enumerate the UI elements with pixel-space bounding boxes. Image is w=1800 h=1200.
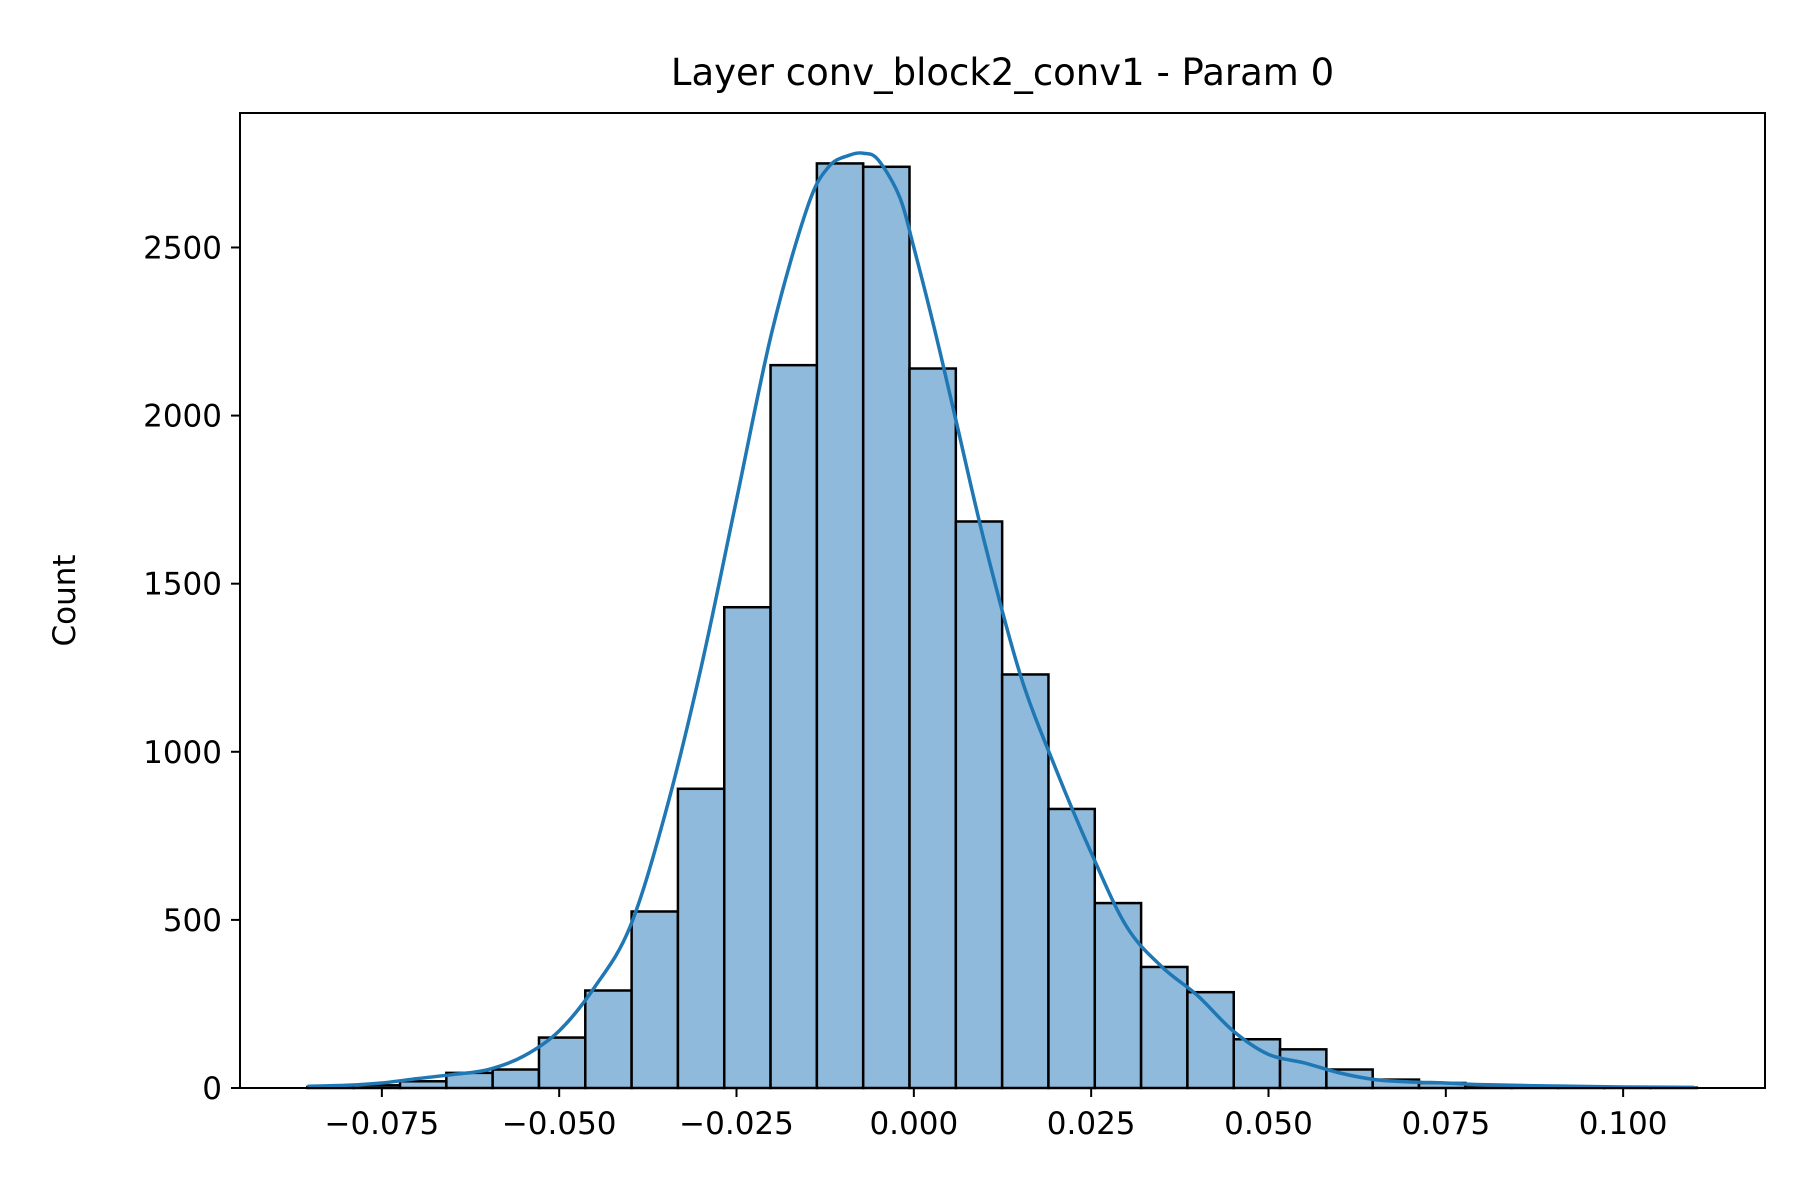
histogram-bars	[306, 162, 1699, 1090]
x-tick-label: −0.075	[324, 1106, 439, 1142]
plot-area-frame	[239, 112, 1766, 1089]
x-tick-label: −0.050	[502, 1106, 617, 1142]
histogram-bar	[722, 605, 772, 1090]
histogram-bar	[954, 520, 1004, 1090]
histogram-bar	[398, 1080, 448, 1090]
histogram-bar	[861, 165, 911, 1090]
x-tick-label: 0.050	[1224, 1106, 1313, 1142]
histogram-bar	[815, 162, 865, 1090]
y-tick-label: 1500	[143, 567, 222, 603]
y-tick-label: 500	[163, 903, 222, 939]
histogram-bar	[584, 989, 633, 1090]
x-tick-label: 0.075	[1401, 1106, 1490, 1142]
histogram-bar	[769, 363, 819, 1090]
y-tick-label: 0	[202, 1071, 222, 1107]
y-tick-label: 1000	[143, 735, 222, 771]
histogram-bar	[908, 367, 958, 1090]
x-tick-label: 0.000	[869, 1106, 958, 1142]
histogram-bar	[491, 1068, 541, 1090]
x-tick-label: 0.100	[1579, 1106, 1668, 1142]
y-tick-label: 2500	[143, 230, 222, 266]
y-axis: 0 500 1000 1500 2000 2500	[143, 230, 240, 1107]
x-tick-label: −0.025	[679, 1106, 794, 1142]
histogram-bar	[630, 910, 680, 1090]
histogram-bar	[537, 1036, 587, 1090]
histogram-bar	[676, 787, 726, 1090]
y-tick-label: 2000	[143, 399, 222, 435]
histogram-bar	[1047, 807, 1097, 1090]
kde-line	[307, 151, 1695, 1090]
histogram-bar	[1139, 965, 1189, 1090]
x-axis: −0.075 −0.050 −0.025 0.000 0.025 0.050 0.075 0.…	[324, 1088, 1668, 1142]
chart-title: Layer conv_block2_conv1 - Param 0	[671, 51, 1334, 94]
histogram-bar	[1093, 901, 1143, 1090]
kde-curve-group	[307, 151, 1695, 1090]
y-axis-label: Count	[47, 554, 83, 646]
x-tick-label: 0.025	[1047, 1106, 1136, 1142]
